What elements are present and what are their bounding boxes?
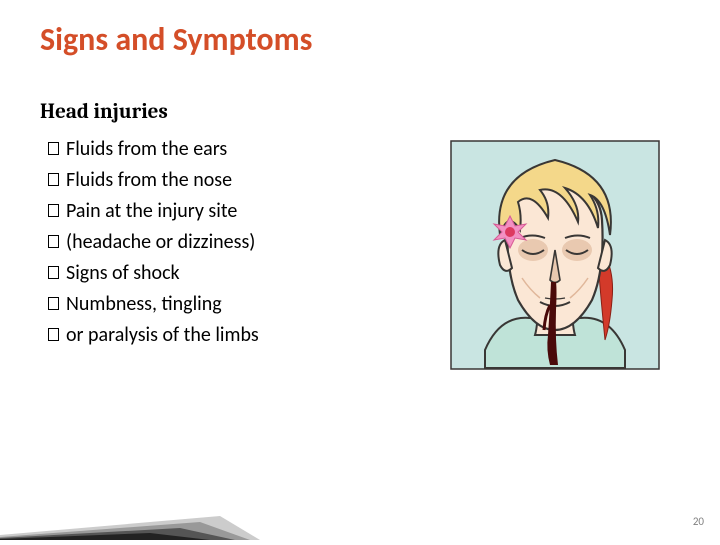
list-item: Fluids from the nose xyxy=(48,165,380,196)
list-item: Fluids from the ears xyxy=(48,134,380,165)
list-item: Signs of shock xyxy=(48,258,380,289)
list-item: or paralysis of the limbs xyxy=(48,320,380,351)
slide-title: Signs and Symptoms xyxy=(40,20,312,59)
content-block: Head injuries Fluids from the ears Fluid… xyxy=(40,100,380,351)
list-item: (headache or dizziness) xyxy=(48,227,380,258)
bullet-list: Fluids from the ears Fluids from the nos… xyxy=(48,134,380,351)
list-item: Numbness, tingling xyxy=(48,289,380,320)
corner-decoration xyxy=(0,480,260,540)
page-number: 20 xyxy=(693,515,704,528)
list-item: Pain at the injury site xyxy=(48,196,380,227)
head-injury-illustration xyxy=(450,140,660,370)
subheading: Head injuries xyxy=(40,100,380,124)
